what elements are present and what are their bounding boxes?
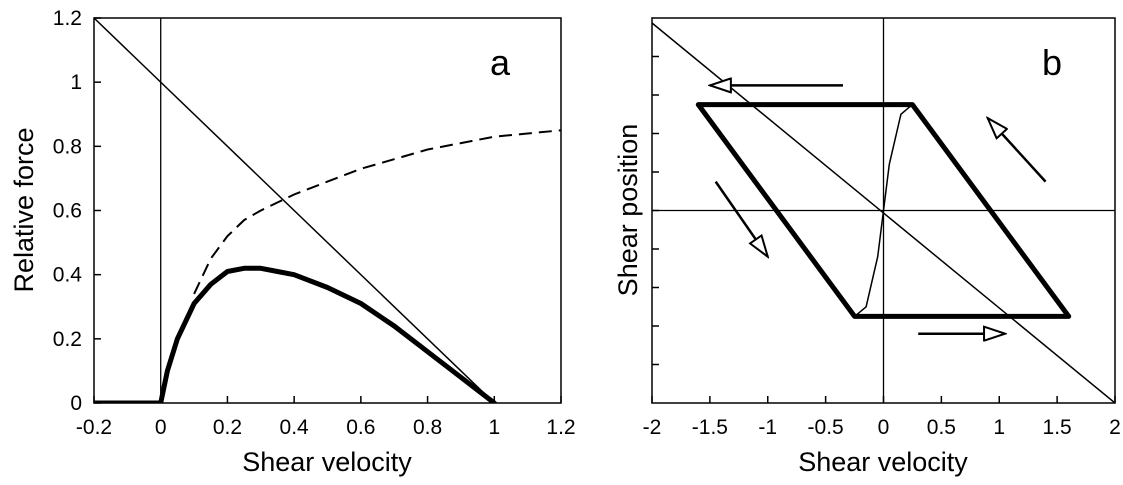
y-axis-title-b: Shear position — [613, 124, 643, 297]
y-tick-label-a-5: 1 — [70, 71, 82, 94]
x-axis-title-b: Shear velocity — [798, 447, 968, 477]
y-tick-label-a-0: 0 — [70, 392, 82, 415]
y-tick-label-a-6: 1.2 — [53, 7, 82, 30]
y-tick-label-a-4: 0.8 — [53, 135, 82, 158]
direction-arrow-b-2 — [714, 180, 768, 257]
x-tick-label-b-8: 2 — [1109, 416, 1121, 439]
x-tick-label-b-4: 0 — [878, 416, 890, 439]
x-tick-label-b-5: 0.5 — [927, 416, 956, 439]
x-tick-label-a-1: 0 — [155, 416, 167, 439]
direction-arrow-b-1 — [988, 118, 1047, 183]
series-line-b-2 — [695, 102, 1072, 319]
y-tick-label-a-1: 0.2 — [53, 328, 82, 351]
arrows-group-b — [710, 85, 1047, 333]
x-tick-label-a-3: 0.4 — [280, 416, 310, 439]
x-tick-label-b-7: 1.5 — [1043, 416, 1072, 439]
x-tick-label-b-3: -0.5 — [808, 416, 844, 439]
x-tick-label-b-6: 1 — [993, 416, 1005, 439]
x-axis-title-a: Shear velocity — [242, 447, 412, 477]
series-line-a-1 — [193, 129, 561, 295]
x-tick-label-a-2: 0.2 — [213, 416, 242, 439]
series-line-b-1 — [854, 104, 913, 317]
panel-label-a: a — [490, 42, 511, 83]
x-tick-label-a-0: -0.2 — [76, 416, 112, 439]
x-tick-label-b-0: -2 — [643, 416, 662, 439]
panel-label-b: b — [1042, 42, 1062, 83]
chart-panel-b: -2 -1.5 -1 -0.5 0 0.5 1 1.5 2 b Shear velocity S… — [613, 17, 1121, 477]
x-tick-label-a-7: 1.2 — [546, 416, 575, 439]
x-tick-label-a-6: 1 — [488, 416, 500, 439]
y-tick-label-a-3: 0.6 — [53, 200, 82, 223]
tick-labels-b: -2 -1.5 -1 -0.5 0 0.5 1 1.5 2 — [643, 416, 1121, 439]
series-line-a-2 — [94, 265, 497, 403]
series-group-a — [94, 18, 561, 403]
chart-panel-a: -0.2 0 0.2 0.4 0.6 0.8 1 1.200.20.40.60.811.2 a… — [9, 7, 576, 477]
tick-labels-a: -0.2 0 0.2 0.4 0.6 0.8 1 1.200.20.40.60.811.2 — [53, 7, 576, 439]
x-tick-label-a-5: 0.8 — [413, 416, 442, 439]
series-line-a-0 — [94, 18, 495, 403]
x-tick-label-b-2: -1 — [758, 416, 777, 439]
x-tick-label-a-4: 0.6 — [346, 416, 375, 439]
y-axis-title-a: Relative force — [9, 127, 39, 292]
x-tick-label-b-1: -1.5 — [692, 416, 728, 439]
y-tick-label-a-2: 0.4 — [53, 264, 83, 287]
